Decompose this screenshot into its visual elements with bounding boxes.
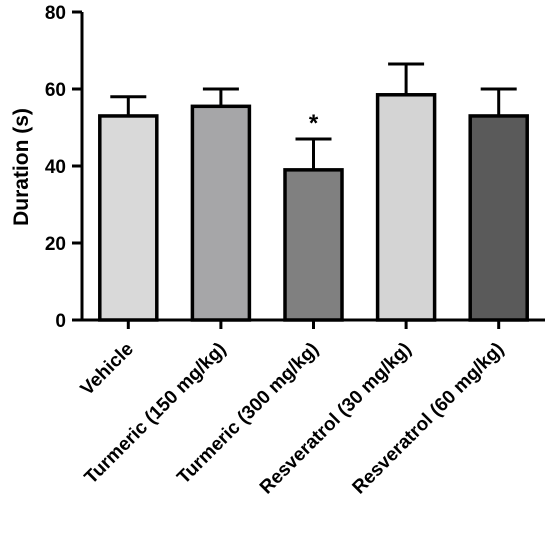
y-axis-title: Duration (s) bbox=[10, 108, 33, 226]
bar bbox=[190, 104, 252, 322]
bar bbox=[283, 168, 344, 322]
bar bbox=[98, 114, 159, 322]
bar bbox=[375, 93, 437, 322]
bars bbox=[98, 93, 529, 322]
category-label: Resveratrol (30 mg/kg) bbox=[256, 339, 416, 499]
y-tick-label: 40 bbox=[45, 157, 66, 178]
bar bbox=[468, 114, 529, 322]
category-label: Vehicle bbox=[77, 339, 138, 400]
y-tick-label: 60 bbox=[45, 80, 66, 101]
y-axis-ticks: 0 20 40 60 80 bbox=[45, 3, 82, 332]
y-tick-label: 20 bbox=[45, 234, 66, 255]
y-tick-label: 80 bbox=[45, 3, 66, 24]
significance-markers: * bbox=[309, 110, 319, 137]
y-tick-label: 0 bbox=[55, 311, 66, 332]
category-label: Resveratrol (60 mg/kg) bbox=[349, 339, 509, 499]
significance-marker: * bbox=[309, 110, 319, 137]
error-bars bbox=[110, 62, 517, 170]
